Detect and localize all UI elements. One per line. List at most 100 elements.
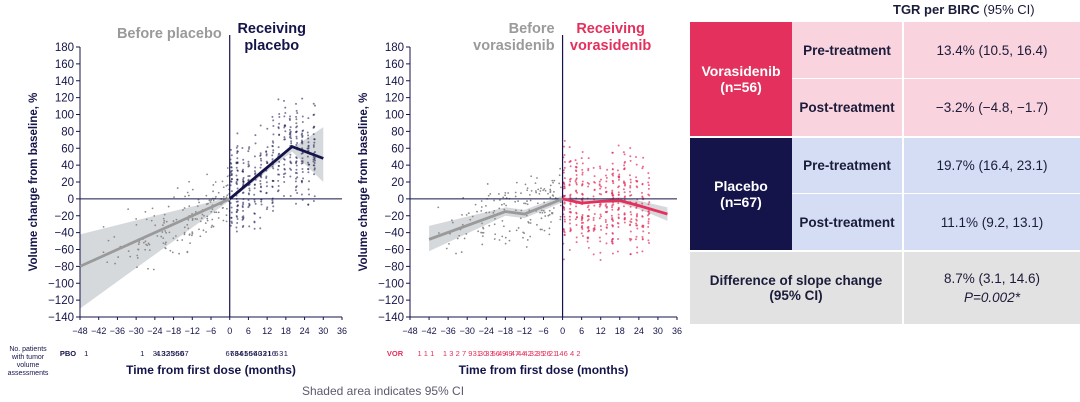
scatter-point <box>617 213 620 216</box>
scatter-point <box>301 171 304 174</box>
scatter-point <box>161 231 164 233</box>
scatter-point <box>629 194 632 197</box>
patient-count: 40 <box>254 349 262 358</box>
scatter-point <box>542 189 545 192</box>
scatter-point <box>543 211 546 214</box>
scatter-point <box>599 187 602 190</box>
patient-count: 6 <box>564 349 568 358</box>
scatter-point <box>630 221 633 224</box>
scatter-point <box>502 196 505 199</box>
scatter-point <box>230 177 233 180</box>
scatter-point <box>260 190 263 193</box>
scatter-point <box>173 196 175 198</box>
scatter-point <box>230 169 233 172</box>
scatter-point <box>171 251 174 254</box>
scatter-point <box>606 223 609 226</box>
scatter-point <box>265 181 268 184</box>
scatter-point <box>543 229 546 232</box>
scatter-point <box>144 210 147 213</box>
vora-pre-label: Pre-treatment <box>792 22 902 79</box>
scatter-point <box>617 202 620 205</box>
scatter-point <box>289 131 292 134</box>
scatter-point <box>247 160 250 163</box>
patient-count: 31 <box>473 349 481 358</box>
group-vorasidenib: Vorasidenib (n=56) <box>690 22 792 136</box>
scatter-point <box>162 217 165 220</box>
scatter-point <box>647 225 650 228</box>
scatter-point <box>282 99 285 102</box>
scatter-point <box>312 144 315 147</box>
scatter-point <box>127 208 130 211</box>
patient-count: 35 <box>536 349 544 358</box>
scatter-point <box>568 178 571 181</box>
x-tick-label: 24 <box>300 326 310 336</box>
scatter-point <box>593 188 596 191</box>
y-tick-label: 40 <box>391 160 404 172</box>
scatter-point <box>587 185 590 188</box>
scatter-point <box>312 200 315 203</box>
scatter-point <box>598 165 601 168</box>
scatter-point <box>221 180 224 183</box>
scatter-point <box>559 215 562 218</box>
patient-count: 1 <box>424 349 428 358</box>
scatter-point <box>206 219 209 222</box>
scatter-point <box>640 191 643 194</box>
scatter-point <box>266 206 269 209</box>
patient-count: 4 <box>570 349 574 358</box>
x-tick-label: 18 <box>615 326 625 336</box>
scatter-point <box>559 167 562 170</box>
x-tick-label: 6 <box>579 326 584 336</box>
scatter-point <box>587 236 590 239</box>
scatter-point <box>599 240 602 243</box>
scatter-point <box>575 236 578 239</box>
scatter-point <box>623 213 626 216</box>
scatter-point <box>560 186 562 189</box>
x-tick-label: −24 <box>479 326 494 336</box>
scatter-point <box>648 176 651 179</box>
scatter-point <box>253 155 256 158</box>
scatter-point <box>599 167 602 170</box>
scatter-point <box>623 181 626 184</box>
scatter-point <box>600 228 603 231</box>
x-tick-label: −30 <box>460 326 475 336</box>
scatter-point <box>277 127 280 130</box>
scatter-point <box>618 173 621 176</box>
scatter-point <box>529 218 532 221</box>
scatter-point <box>593 226 596 229</box>
patient-count: 49 <box>498 349 506 358</box>
scatter-point <box>254 142 257 145</box>
scatter-point <box>172 237 175 240</box>
post-fit-line <box>228 144 324 200</box>
scatter-point <box>242 158 245 161</box>
y-tick-label: 80 <box>391 126 404 138</box>
scatter-point <box>165 231 168 234</box>
scatter-point <box>515 229 518 232</box>
scatter-point <box>301 140 304 143</box>
scatter-point <box>581 214 584 217</box>
scatter-point <box>277 185 280 188</box>
scatter-point <box>205 194 208 197</box>
y-tick-label: −140 <box>378 312 404 324</box>
scatter-point <box>295 168 298 171</box>
scatter-point <box>236 144 239 147</box>
scatter-point <box>629 211 632 214</box>
patient-count: 2 <box>456 349 460 358</box>
scatter-point <box>530 175 533 178</box>
scatter-point <box>164 243 167 245</box>
scatter-point <box>222 195 225 198</box>
scatter-point <box>174 235 177 237</box>
patient-count: 1 <box>417 349 421 358</box>
scatter-point <box>581 216 584 219</box>
scatter-point <box>312 145 315 148</box>
patient-count: 64 <box>235 349 243 358</box>
scatter-point <box>610 238 613 241</box>
scatter-point <box>568 215 571 218</box>
scatter-point <box>587 229 590 232</box>
scatter-point <box>136 266 138 269</box>
scatter-point <box>568 222 571 225</box>
patient-count: 3 <box>279 349 283 358</box>
scatter-point <box>599 225 602 228</box>
scatter-point <box>152 268 155 271</box>
scatter-point <box>102 225 105 228</box>
scatter-point <box>642 230 645 233</box>
